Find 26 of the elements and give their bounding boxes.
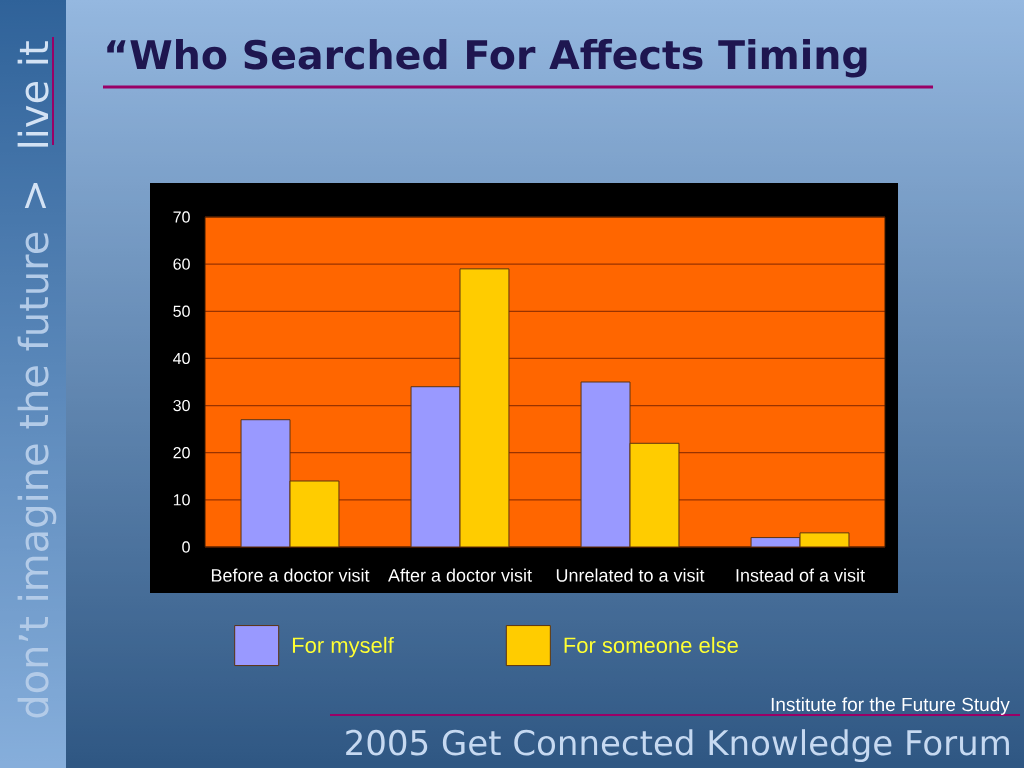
legend-label: For myself <box>292 636 394 658</box>
y-tick-label: 60 <box>173 258 190 270</box>
text: don’t imagine the future <box>17 232 57 718</box>
bar <box>289 480 340 547</box>
bar <box>240 419 291 547</box>
x-tick-label: After a doctor visit <box>388 568 532 582</box>
bar <box>580 381 631 547</box>
bar <box>410 386 461 547</box>
bar <box>459 268 510 547</box>
y-tick-label: 10 <box>173 494 190 506</box>
y-tick-label: 40 <box>173 352 190 365</box>
text: 2005 Get Connected Knowledge Forum <box>346 729 1009 763</box>
y-tick-label: 30 <box>173 399 190 412</box>
legend-label: For someone else <box>564 636 738 654</box>
x-tick-label: Before a doctor visit <box>211 568 370 582</box>
x-tick-label: Unrelated to a visit <box>556 568 705 582</box>
text: live it <box>17 41 49 147</box>
x-tick-label: Instead of a visit <box>736 568 865 582</box>
text: Institute for the Future Study <box>771 697 1010 715</box>
y-tick-label: 70 <box>173 211 190 223</box>
bar <box>629 442 680 547</box>
chart-title: “Who Searched For Affects Timing <box>107 38 867 78</box>
y-tick-label: 20 <box>173 447 190 459</box>
y-tick-label: 0 <box>182 541 190 553</box>
text: > <box>24 183 47 209</box>
y-tick-label: 50 <box>173 305 190 317</box>
